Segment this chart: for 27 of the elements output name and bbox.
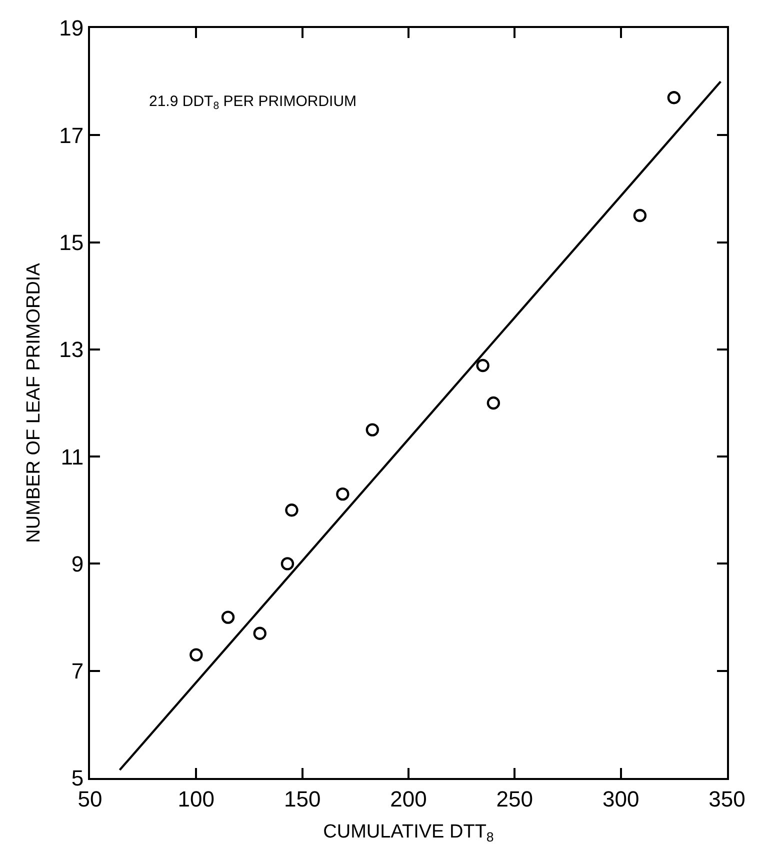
x-tick-label: 150 [284,786,321,812]
x-tick-label: 350 [708,786,746,812]
point [285,504,298,517]
annotation: 21.9 DDT$_{8}$ PER PRIMORDIUM [149,93,357,112]
y-tick-label: 15 [59,230,84,255]
point [633,208,647,222]
x-tick-label: 300 [602,786,640,812]
point [190,648,203,662]
x-tick-label: 200 [390,786,427,812]
y-tick-label: 17 [59,122,84,148]
y-tick-label: 11 [60,444,84,470]
point [366,423,379,436]
y-tick-label: 7 [71,658,84,684]
y-axis-title: NUMBER OF LEAF PRIMORDIA [23,262,44,543]
x-tick-label: 250 [496,786,534,812]
y-tick-label: 13 [59,337,84,362]
x-tick-label: 100 [178,786,215,812]
point [667,91,681,104]
point [280,557,294,570]
point [253,626,266,640]
point [486,396,500,410]
point [336,487,350,501]
point [221,610,235,624]
x-axis-title: CUMULATIVE DTT$_{8}$ [323,822,494,845]
point [476,358,490,372]
y-tick-label: 19 [59,16,84,41]
y-tick-label: 9 [71,551,84,576]
